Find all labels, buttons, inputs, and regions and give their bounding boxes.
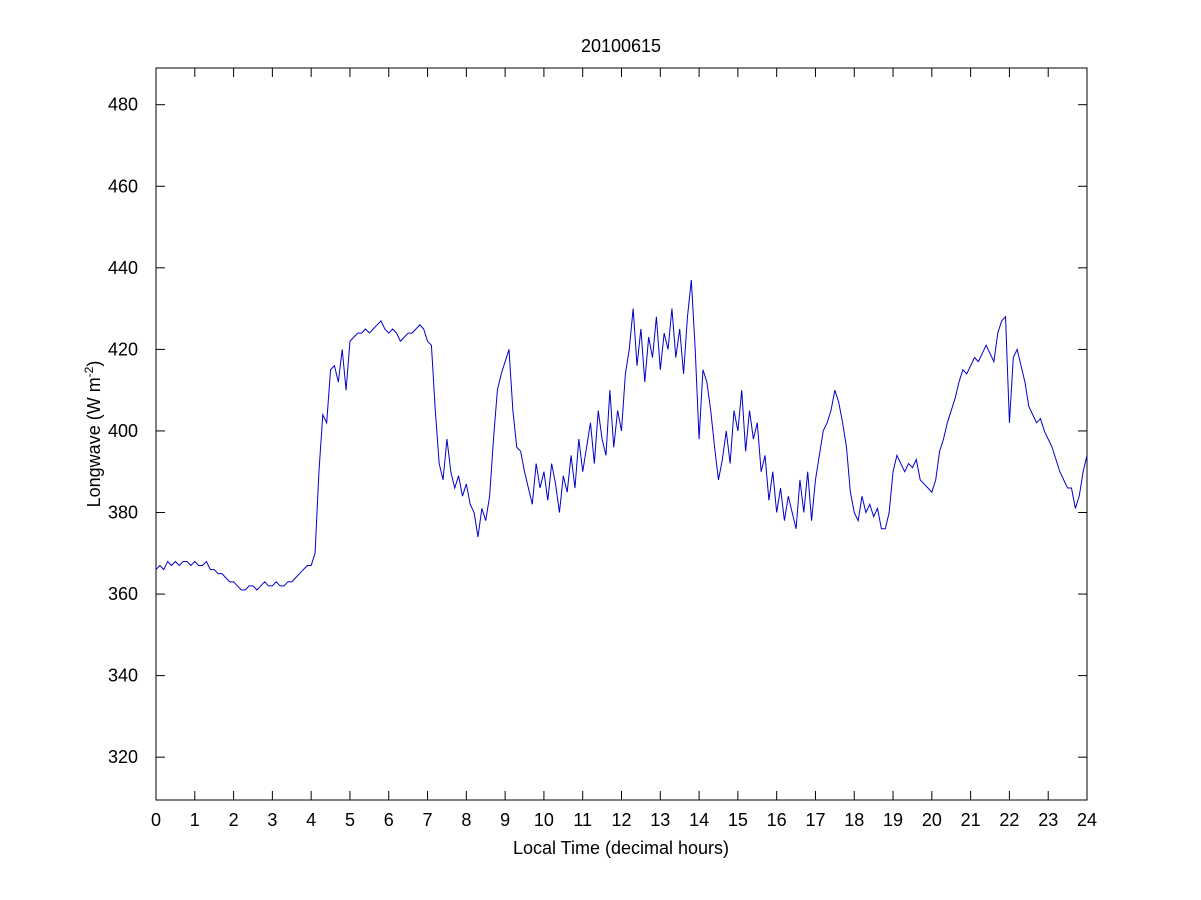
x-axis-label: Local Time (decimal hours) [513,838,729,858]
x-tick-label: 7 [423,810,433,830]
y-tick-label: 440 [108,258,138,278]
x-tick-label: 0 [151,810,161,830]
x-tick-label: 10 [534,810,554,830]
chart-title: 20100615 [581,36,661,56]
y-axis-label-part: Longwave (W m [84,377,104,507]
y-tick-label: 340 [108,666,138,686]
y-tick-label: 460 [108,176,138,196]
x-tick-label: 24 [1077,810,1097,830]
x-tick-label: 4 [306,810,316,830]
x-tick-label: 22 [999,810,1019,830]
x-tick-label: 15 [728,810,748,830]
x-tick-label: 8 [461,810,471,830]
x-tick-label: 3 [267,810,277,830]
data-line [155,280,1088,591]
x-tick-label: 20 [922,810,942,830]
x-tick-label: 17 [805,810,825,830]
x-tick-label: 23 [1038,810,1058,830]
y-axis-label-sup: -2 [82,366,96,377]
y-tick-label: 320 [108,747,138,767]
x-tick-label: 1 [190,810,200,830]
x-tick-label: 21 [961,810,981,830]
plot-area [155,67,1088,801]
y-tick-label: 420 [108,339,138,359]
y-tick-label: 400 [108,421,138,441]
x-tick-label: 14 [689,810,709,830]
x-tick-label: 12 [611,810,631,830]
y-axis-label-part: ) [84,361,104,367]
x-tick-label: 2 [229,810,239,830]
x-tick-label: 11 [573,810,592,830]
y-tick-label: 480 [108,95,138,115]
x-tick-label: 18 [844,810,864,830]
y-axis-label: Longwave (W m-2) [82,361,104,508]
x-tick-label: 5 [345,810,355,830]
x-tick-label: 6 [384,810,394,830]
x-tick-label: 9 [500,810,510,830]
y-tick-label: 380 [108,503,138,523]
x-tick-label: 13 [650,810,670,830]
x-tick-label: 19 [883,810,903,830]
x-tick-label: 16 [767,810,787,830]
y-tick-label: 360 [108,584,138,604]
